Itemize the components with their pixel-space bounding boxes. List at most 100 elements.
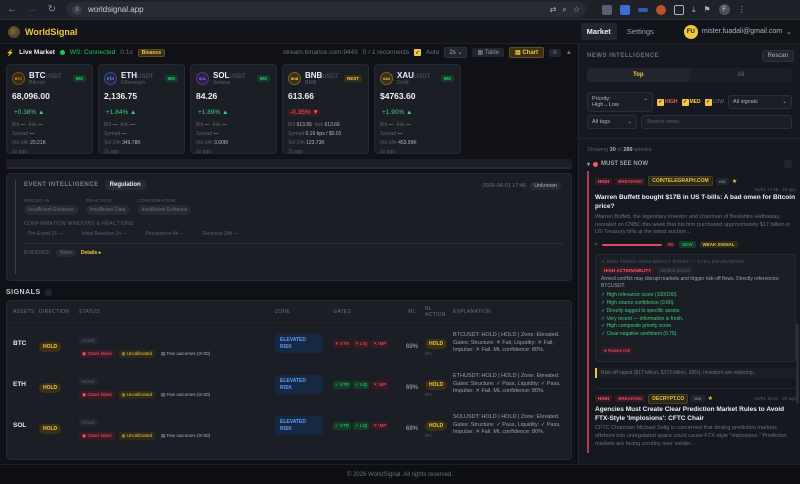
topic-tag[interactable]: war [691,395,705,403]
col-assets[interactable]: ASSETS [13,308,35,315]
zoom-icon[interactable]: ⌕ [562,4,567,14]
table-row[interactable]: ETH HOLD HOLD ▣ Gates failed ◍ Uncalibra… [7,364,571,405]
priority-label: P [595,242,599,248]
news-search-input[interactable]: Search news... [641,115,792,129]
back-icon[interactable]: ← [7,4,17,15]
chart-label: Chart [522,50,539,56]
volume-24h: Vol 24h 3.60M [196,140,228,146]
topic-tag[interactable]: war [715,177,729,185]
extension-icon[interactable] [620,4,630,15]
signals-table: ASSETS DIRECTION STATUS ZONE GATES ML RL… [6,300,572,460]
collapse-icon[interactable] [784,160,792,168]
must-see-header[interactable]: ▾ MUST SEE NOW [579,157,800,171]
forward-icon[interactable]: → [27,4,37,15]
star-icon[interactable]: ★ [731,178,738,185]
news-card[interactable]: HIGH BREAKING DECRYPT.CO war ★ 04/01 16:… [595,387,796,453]
interval-select[interactable]: 2s ⌄ [444,47,468,58]
info-icon[interactable] [44,289,52,296]
status-badge: HOLD [79,337,98,344]
chart-view-button[interactable]: ▤ Chart [509,47,545,58]
tab-all[interactable]: All [737,72,745,78]
reason-item: ✓ High source confidence (0.80). [601,300,675,307]
footer: © 2026 WorldSignal. All rights reserved. [0,464,800,484]
signals-filter-select[interactable]: All signals ⌄ [728,95,792,109]
risk-off-signal: Risk-off signal ($17 billion, $373 billi… [595,367,796,378]
ticker-price: $4763.60 [380,91,416,101]
interval-value: 2s [449,50,456,56]
ticker-card-eth[interactable]: ETH ETHUSDT Ethereum WS 2,136.75 +1.84% … [98,64,185,155]
col-zone[interactable]: ZONE [275,308,291,315]
table-row[interactable]: HOLD BNBUSDT: HOLD | HOLD | Zone: [7,446,571,459]
window-persistence: Persistence 4h — [145,231,185,237]
extension-icon[interactable] [656,4,666,15]
reason-item: ✓ Directly tagged to specific assets. [601,307,681,314]
bid-ask: Bid — Ask — [380,122,412,128]
priced-in-label: PRICED IN [24,198,50,203]
extension-icon[interactable] [602,4,612,15]
star-icon[interactable]: ★ [707,396,713,403]
priority-sort-select[interactable]: Priority: High→Low ⌄ [587,92,653,112]
alert-dot-icon [593,161,599,167]
translate-icon[interactable]: ⇄ [549,5,557,14]
priority-low-filter[interactable]: ✓ LOW [704,98,725,106]
extension-icon[interactable]: ⚑ [703,5,711,14]
ticker-card-btc[interactable]: BTC BTCUSDT Bitcoin WS 68,096.00 +0.38% … [6,64,93,155]
layout-button[interactable]: ≡ [549,48,561,57]
source-badge[interactable]: DECRYPT.CO [648,393,689,404]
download-icon[interactable]: ⤓ [692,4,696,14]
gate-badge: ✕ IMP [371,339,389,348]
priority-med-filter[interactable]: ✓ MED [681,98,701,106]
table-row[interactable]: SOL HOLD HOLD ▣ Gates failed ◍ Uncalibra… [7,405,571,446]
bookmark-star-icon[interactable]: ☆ [572,5,580,14]
news-title-text[interactable]: Warren Buffett bought $17B in US T-bills… [595,194,796,210]
news-scrollbar[interactable] [796,324,799,404]
nav-market[interactable]: Market [580,23,617,40]
gates-failed-badge: ▣ Gates failed [79,432,115,440]
col-ml[interactable]: ML [408,308,416,315]
nav-settings[interactable]: Settings [626,27,654,36]
site-settings-icon[interactable]: ≡ [72,4,82,15]
col-status[interactable]: STATUS [79,308,100,315]
verified-source-badge: Verified source [657,267,693,275]
feed-source-badge: WS [164,75,178,82]
news-card[interactable]: HIGH BREAKING COINTELEGRAPH.COM war ★ 04… [595,171,796,382]
ml-confidence: 69% [405,384,418,391]
reload-icon[interactable]: ↻ [47,4,57,15]
actionability-badge: HIGH ACTIONABILITY [601,267,655,275]
extensions-puzzle-icon[interactable] [674,4,684,15]
user-menu[interactable]: FU mister.fuadali@gmail.com ⌄ [683,24,792,39]
reason-item: ✓ Clear negative sentiment (0.79). [601,331,678,338]
address-bar[interactable]: ≡ worldsignal.app ⇄ ⌕ ☆ [66,2,586,17]
app-logo[interactable]: WorldSignal [8,25,77,38]
updated-ago: 7s ago [288,149,304,155]
auto-checkbox[interactable]: ✓ [414,49,422,56]
browser-menu-icon[interactable]: ⋮ [737,5,746,14]
profile-avatar[interactable]: F [718,4,730,15]
tab-top[interactable]: Top [587,68,690,82]
url-text[interactable]: worldsignal.app [88,5,144,14]
event-intelligence-title: EVENT INTELLIGENCE [24,182,99,188]
collapse-up-icon[interactable]: ▲ [565,49,572,56]
news-title-text[interactable]: Agencies Must Create Clear Prediction Ma… [595,405,785,422]
priority-high-filter[interactable]: ✓ HIGH [657,98,678,106]
table-view-button[interactable]: ▦ Table [472,48,505,57]
table-row[interactable]: BTC HOLD HOLD ▣ Gates failed ◍ Uncalibra… [7,323,571,364]
event-timestamp: 2026-04-01 17:46 [482,183,527,189]
ticker-card-bnb[interactable]: BNB BNBUSDT BNB REST 613.66 -0.35% ▼ Bid… [282,64,369,155]
col-gates[interactable]: GATES [333,308,352,315]
ticker-card-xau[interactable]: XAU XAUUSDT Gold WS $4763.60 +1.90% ▲ Bi… [374,64,461,155]
breaking-badge: BREAKING [615,177,646,185]
source-badge[interactable]: COINTELEGRAPH.COM [648,176,713,186]
uncalibrated-badge: ◍ Uncalibrated [118,432,155,440]
gate-badge: ✕ STR [333,339,352,348]
col-rl-action[interactable]: RL ACTION [425,305,446,318]
tags-filter-select[interactable]: All tags ⌄ [587,115,637,129]
expand-caret-icon: ▾ [587,161,591,168]
extension-icon[interactable] [638,7,648,12]
details-link[interactable]: Details ▸ [80,250,102,256]
ticker-card-sol[interactable]: SOL SOLUSDT Solana WS 84.26 +1.89% ▲ Bid… [190,64,277,155]
breaking-badge: BREAKING [615,395,646,403]
bolt-icon: ⚡ [6,49,15,57]
rescan-button[interactable]: Rescan [761,50,794,62]
col-direction[interactable]: DIRECTION [39,308,70,315]
